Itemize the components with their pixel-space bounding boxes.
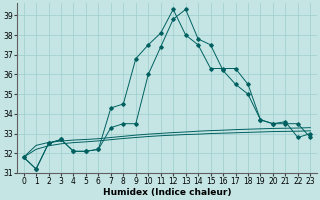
X-axis label: Humidex (Indice chaleur): Humidex (Indice chaleur): [103, 188, 231, 197]
